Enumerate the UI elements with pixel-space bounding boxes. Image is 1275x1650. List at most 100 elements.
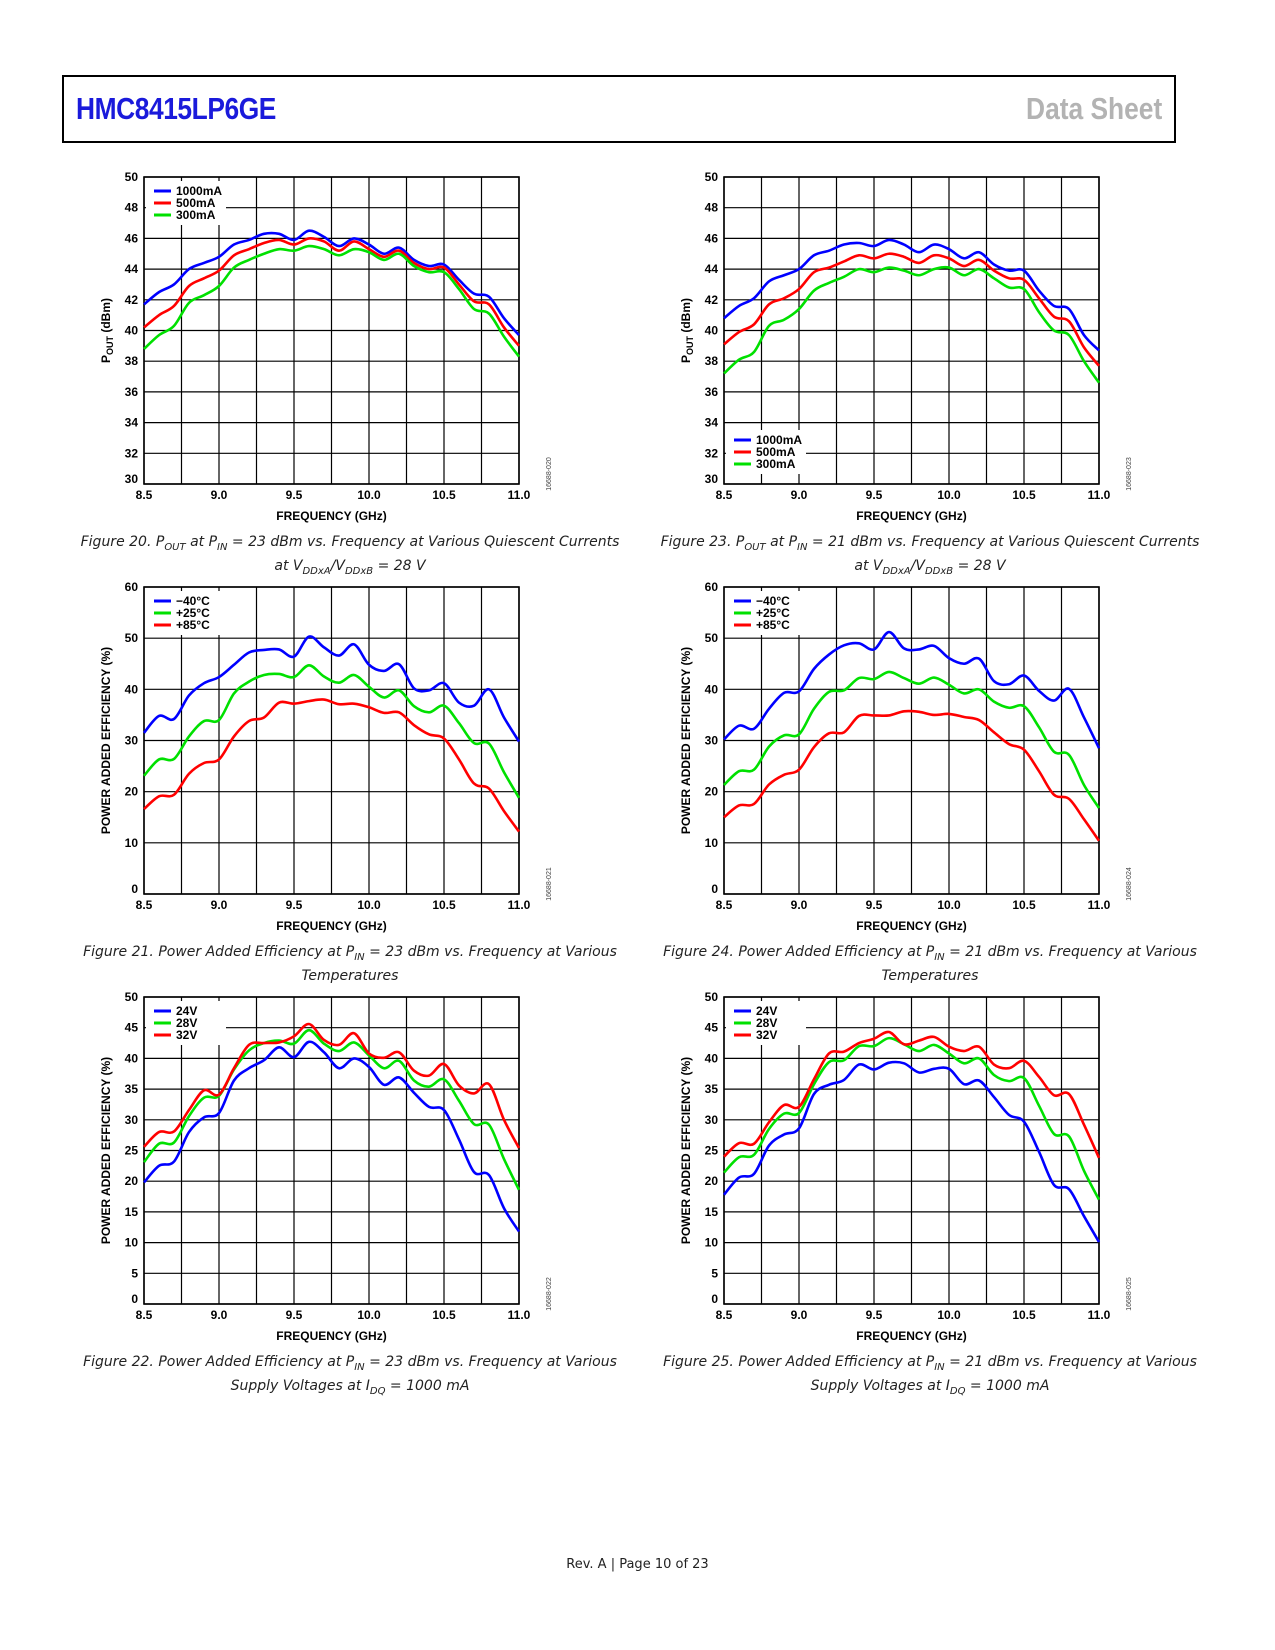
y-tick-label: 20 [705,1174,719,1188]
y-tick-label: 0 [711,882,718,896]
y-tick-label: 5 [711,1266,718,1280]
caption-line: Temperatures [301,967,399,984]
legend-label: 300mA [176,208,216,222]
legend-label: 500mA [756,445,796,459]
page-footer: Rev. A | Page 10 of 23 [566,1557,709,1572]
y-tick-label: 60 [125,580,139,594]
x-tick-label: 9.5 [286,1308,303,1322]
x-tick-label: 9.5 [866,1308,883,1322]
chart-fig22: 0 5 10 15 20 25 30 35 40 45 50 8.5 9.0 9.5 10.0 10.5 11.… [99,990,553,1343]
y-tick-label: 40 [705,324,719,338]
x-tick-label: 9.0 [211,898,228,912]
figure-id-label: 16688-025 [1126,1277,1133,1311]
x-tick-label: 10.5 [1012,488,1036,502]
y-tick-label: 15 [705,1205,719,1219]
plot-border [143,996,520,1305]
y-tick-label: 15 [125,1205,139,1219]
series-line-+85C [143,698,521,833]
page-header: HMC8415LP6GE Data Sheet [62,75,1176,143]
y-tick-label: 0 [131,882,138,896]
y-axis-label: POUT (dBm) [679,298,695,363]
y-tick-label: 48 [705,201,719,215]
x-tick-label: 10.5 [432,898,456,912]
chart-fig23: 30 32 34 36 38 40 42 44 46 48 50 8.5 9.0 9.5 10.0 10.5 1… [679,170,1133,523]
document-type: Data Sheet [1025,91,1162,126]
figure-caption: Figure 24. Power Added Efficiency at PIN… [660,943,1200,986]
y-axis-label: POWER ADDED EFFICIENCY (%) [99,647,113,834]
x-tick-label: 10.5 [1012,898,1036,912]
figure-fig20: 30 32 34 36 38 40 42 44 46 48 50 8.5 9.0 9.5 10.0 10.5 1… [80,165,640,577]
y-tick-label: 46 [125,231,139,245]
caption-line: Figure 23. POUT at PIN = 21 dBm vs. Freq… [660,534,1200,553]
series-line-500mA [723,252,1101,367]
series-line-+25C [723,670,1101,809]
x-tick-label: 9.0 [211,488,228,502]
y-tick-label: 10 [125,1236,139,1250]
x-tick-label: 10.5 [1012,1308,1036,1322]
figure-caption: Figure 22. Power Added Efficiency at PIN… [80,1353,620,1401]
figure-id-label: 16688-020 [546,457,553,491]
chart-fig20: 30 32 34 36 38 40 42 44 46 48 50 8.5 9.0 9.5 10.0 10.5 1… [99,170,553,523]
legend-label: 32V [756,1028,777,1042]
x-tick-label: 8.5 [716,1308,733,1322]
y-tick-label: 20 [125,785,139,799]
series-line-1000mA [723,238,1100,352]
plot-border [723,586,1100,895]
y-tick-label: 50 [705,990,719,1004]
x-tick-label: 11.0 [508,1308,531,1322]
figure-id-label: 16688-021 [546,867,553,901]
caption-line: Supply Voltages at IDQ = 1000 mA [230,1377,470,1397]
legend-label: +85°C [756,618,790,632]
product-title: HMC8415LP6GE [76,91,276,126]
legend-label: +85°C [176,618,210,632]
y-tick-label: 38 [705,354,719,368]
caption-line: at VDDxA/VDDxB = 28 V [854,557,1006,577]
series-line-40C [142,635,521,743]
y-tick-label: 45 [705,1021,719,1035]
y-tick-label: 30 [125,472,139,486]
series-line-+85C [723,709,1101,842]
y-tick-label: 50 [705,631,719,645]
y-tick-label: 34 [705,416,719,430]
x-tick-label: 11.0 [1088,898,1111,912]
legend-label: +25°C [176,606,210,620]
plot-border [143,176,520,485]
y-tick-label: 38 [125,354,139,368]
x-tick-label: 10.0 [357,488,381,502]
figure-fig22: 0 5 10 15 20 25 30 35 40 45 50 8.5 9.0 9.5 10.0 10.5 11.… [80,985,640,1397]
caption-line: Figure 25. Power Added Efficiency at PIN… [663,1354,1197,1373]
y-tick-label: 40 [125,324,139,338]
y-tick-label: 48 [125,201,139,215]
x-axis-label: FREQUENCY (GHz) [856,1329,966,1343]
y-tick-label: 40 [705,1051,719,1065]
series-line-300mA [723,265,1101,384]
y-tick-label: 30 [705,472,719,486]
x-axis-label: FREQUENCY (GHz) [856,509,966,523]
y-tick-label: 44 [125,262,139,276]
legend-label: −40°C [176,594,210,608]
figure-fig24: 0 10 20 30 40 50 60 8.5 9.0 9.5 10.0 10.5 11.0 FREQUE… [660,575,1220,984]
series-line-32V [143,1022,521,1149]
legend-label: 24V [176,1004,197,1018]
legend-label: 300mA [756,457,796,471]
series-line-32V [723,1030,1101,1159]
y-tick-label: 0 [711,1292,718,1306]
legend-label: 28V [756,1016,777,1030]
x-tick-label: 8.5 [716,898,733,912]
x-axis-label: FREQUENCY (GHz) [276,919,386,933]
figure-id-label: 16688-023 [1126,457,1133,491]
y-tick-label: 36 [125,385,139,399]
series-line-28V [142,1028,521,1191]
y-tick-label: 25 [705,1144,719,1158]
y-tick-label: 44 [705,262,719,276]
series-line-300mA [143,244,521,358]
x-axis-label: FREQUENCY (GHz) [276,509,386,523]
y-tick-label: 46 [705,231,719,245]
x-tick-label: 8.5 [136,898,153,912]
x-tick-label: 9.0 [211,1308,228,1322]
y-tick-label: 50 [125,170,139,184]
caption-line: Figure 22. Power Added Efficiency at PIN… [83,1354,617,1373]
y-axis-label: POWER ADDED EFFICIENCY (%) [679,1057,693,1244]
y-tick-label: 36 [705,385,719,399]
y-tick-label: 42 [705,293,719,307]
